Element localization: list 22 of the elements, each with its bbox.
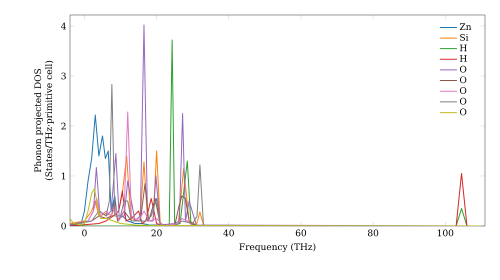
- legend-label: O: [460, 87, 466, 94]
- x-tick-label: 60: [296, 230, 306, 236]
- y-tick-label: 0: [61, 222, 66, 230]
- x-tick-label: 0: [82, 230, 87, 236]
- y-tick-label: 2: [61, 122, 66, 130]
- x-tick-label: 80: [368, 230, 378, 236]
- x-tick-label: 40: [223, 230, 234, 236]
- y-axis-title: Phonon projected DOS (States/THz·primitive cell): [34, 60, 54, 180]
- x-tick-label: 100: [438, 230, 454, 236]
- y-tick-label: 1: [62, 172, 66, 180]
- x-axis-title: Frequency (THz): [239, 243, 316, 252]
- legend-label: O: [460, 66, 466, 73]
- legend-label: H: [460, 44, 467, 52]
- legend-label: O: [460, 98, 466, 105]
- legend-label: Si: [460, 34, 468, 41]
- legend-label: O: [460, 108, 466, 116]
- y-tick-label: 4: [61, 22, 66, 30]
- legend-label: O: [460, 76, 466, 84]
- y-tick-label: 3: [61, 72, 66, 80]
- legend-label: Zn: [460, 23, 472, 30]
- x-tick-label: 20: [152, 230, 162, 236]
- legend-label: H: [460, 55, 467, 62]
